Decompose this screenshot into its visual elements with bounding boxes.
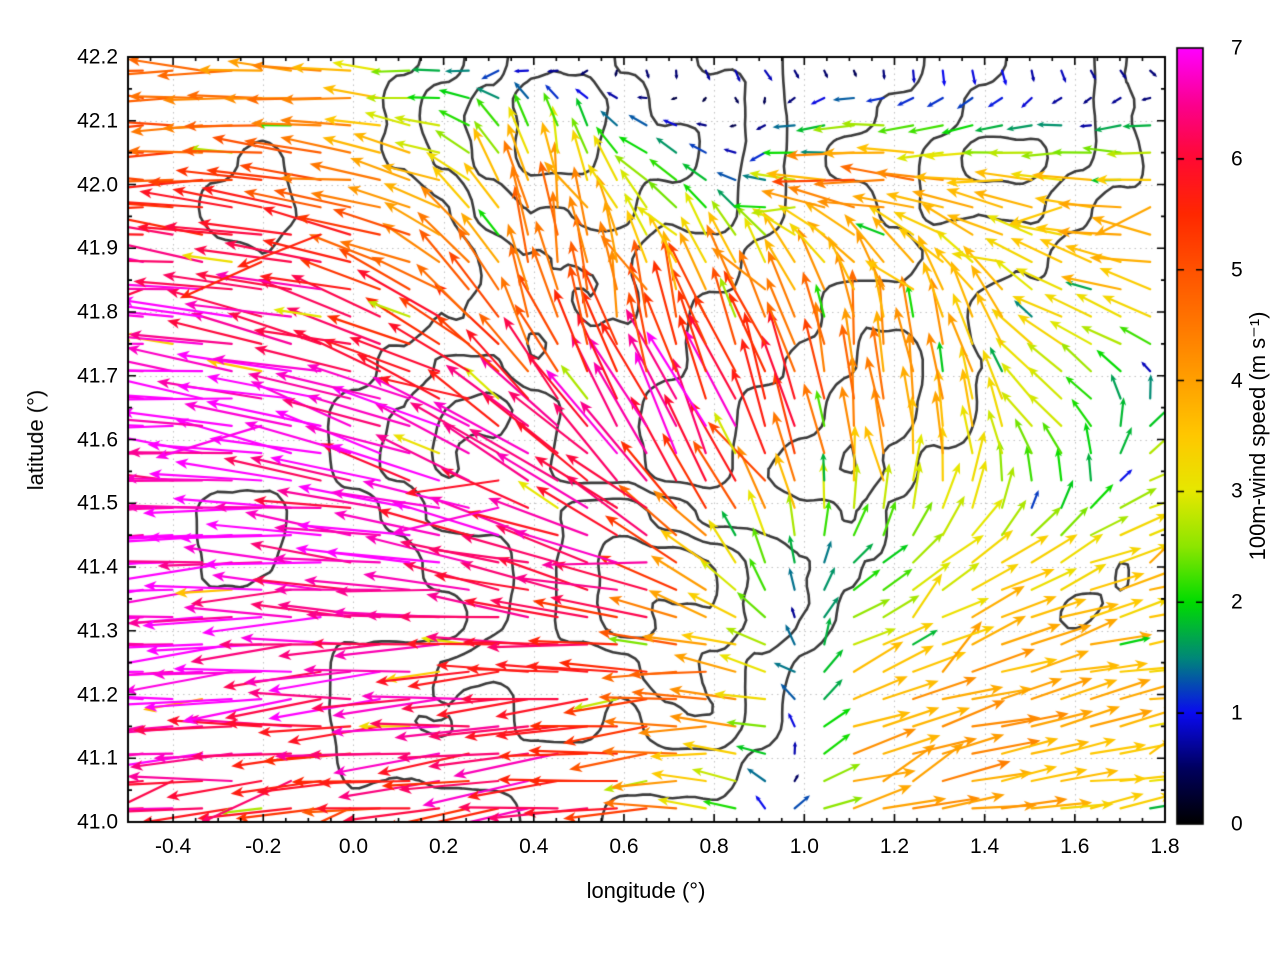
colorbar-tick-label: 1 xyxy=(1231,701,1243,725)
x-tick-label: 1.8 xyxy=(1150,835,1180,858)
x-tick-label: 0.0 xyxy=(338,835,369,858)
x-tick-label: -0.4 xyxy=(154,835,192,858)
y-tick-label: 42.1 xyxy=(77,109,118,133)
y-tick-label: 41.4 xyxy=(77,555,118,579)
colorbar-tick-label: 4 xyxy=(1231,369,1243,393)
y-tick-label: 41.2 xyxy=(77,683,118,706)
x-tick-label: 1.6 xyxy=(1060,835,1090,858)
y-tick-label: 41.6 xyxy=(77,428,118,451)
colorbar-tick-label: 3 xyxy=(1231,479,1243,503)
y-tick-label: 41.7 xyxy=(77,364,118,388)
colorbar-tick-label: 5 xyxy=(1231,258,1243,282)
x-tick-label: 0.8 xyxy=(699,835,729,858)
y-tick-label: 41.9 xyxy=(77,236,118,260)
x-tick-label: 1.0 xyxy=(789,835,819,858)
y-tick-label: 41.5 xyxy=(77,491,118,515)
x-tick-label: 0.4 xyxy=(519,835,549,858)
y-tick-label: 41.1 xyxy=(77,746,118,770)
colorbar-tick-label: 7 xyxy=(1231,36,1243,60)
x-axis-title: longitude (°) xyxy=(586,878,706,903)
x-tick-label: 0.6 xyxy=(609,835,639,858)
colorbar-tick-label: 6 xyxy=(1231,147,1243,171)
x-tick-label: -0.2 xyxy=(245,835,282,858)
y-tick-label: 41.3 xyxy=(77,619,118,643)
y-tick-label: 42.0 xyxy=(77,173,118,196)
y-axis-title: latitude (°) xyxy=(23,389,48,491)
y-tick-label: 41.8 xyxy=(77,300,118,324)
x-tick-label: 1.4 xyxy=(970,835,1000,858)
x-tick-label: 0.2 xyxy=(428,835,459,858)
colorbar-title: 100m-wind speed (m s⁻¹) xyxy=(1245,311,1270,561)
colorbar-tick-label: 0 xyxy=(1231,812,1243,836)
colorbar-tick-label: 2 xyxy=(1231,590,1243,614)
x-tick-label: 1.2 xyxy=(879,835,910,858)
y-tick-label: 42.2 xyxy=(77,45,118,69)
y-tick-label: 41.0 xyxy=(77,810,118,834)
